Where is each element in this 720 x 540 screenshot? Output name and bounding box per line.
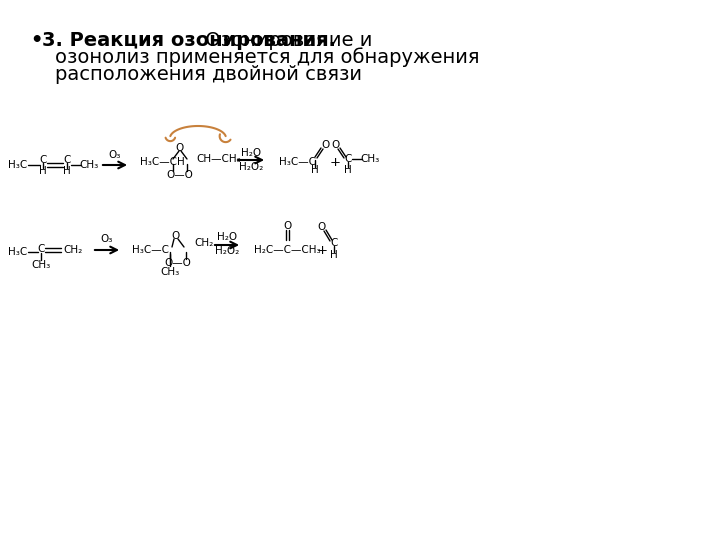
Text: •: • — [30, 30, 42, 50]
Text: 3. Реакция озонирования.: 3. Реакция озонирования. — [42, 30, 336, 50]
Text: CH—CH₃: CH—CH₃ — [196, 154, 240, 164]
Text: H₃C—C: H₃C—C — [132, 245, 169, 255]
Text: H: H — [39, 166, 47, 176]
Text: O₃: O₃ — [101, 234, 113, 244]
Text: Озонирование и: Озонирование и — [199, 30, 372, 50]
Text: H₂O₂: H₂O₂ — [239, 162, 263, 172]
Text: CH₃: CH₃ — [32, 260, 50, 270]
Text: озонолиз применяется для обнаружения: озонолиз применяется для обнаружения — [55, 47, 480, 67]
Text: O: O — [176, 143, 184, 153]
Text: H₂O: H₂O — [241, 148, 261, 158]
Text: +: + — [330, 156, 341, 168]
Text: H: H — [330, 250, 338, 260]
Text: CH₂: CH₂ — [194, 238, 213, 248]
Text: H₃C—CH: H₃C—CH — [140, 157, 185, 167]
Text: O—O: O—O — [166, 170, 194, 180]
Text: CH₃: CH₃ — [361, 154, 379, 164]
Text: O: O — [283, 221, 291, 231]
Text: C: C — [37, 244, 45, 254]
Text: CH₃: CH₃ — [161, 267, 179, 277]
Text: H: H — [311, 165, 319, 175]
Text: C: C — [344, 154, 351, 164]
Text: H₂C—C—CH₃: H₂C—C—CH₃ — [254, 245, 320, 255]
Text: H₃C: H₃C — [8, 247, 27, 257]
Text: O: O — [317, 222, 325, 232]
Text: +: + — [317, 244, 328, 256]
Text: H₂O₂: H₂O₂ — [215, 246, 239, 256]
Text: C: C — [40, 155, 47, 165]
Text: O: O — [172, 231, 180, 241]
Text: H₃C: H₃C — [8, 160, 27, 170]
Text: C: C — [330, 238, 338, 248]
Text: расположения двойной связи: расположения двойной связи — [55, 64, 362, 84]
Text: H₃C—C: H₃C—C — [279, 157, 316, 167]
Text: O: O — [322, 140, 330, 150]
Text: O₃: O₃ — [109, 150, 121, 160]
Text: CH₂: CH₂ — [63, 245, 83, 255]
Text: O—O: O—O — [165, 258, 192, 268]
Text: C: C — [63, 155, 71, 165]
Text: O: O — [331, 140, 339, 150]
Text: H: H — [344, 165, 352, 175]
Text: H: H — [63, 166, 71, 176]
Text: H₂O: H₂O — [217, 232, 237, 242]
Text: CH₃: CH₃ — [79, 160, 99, 170]
